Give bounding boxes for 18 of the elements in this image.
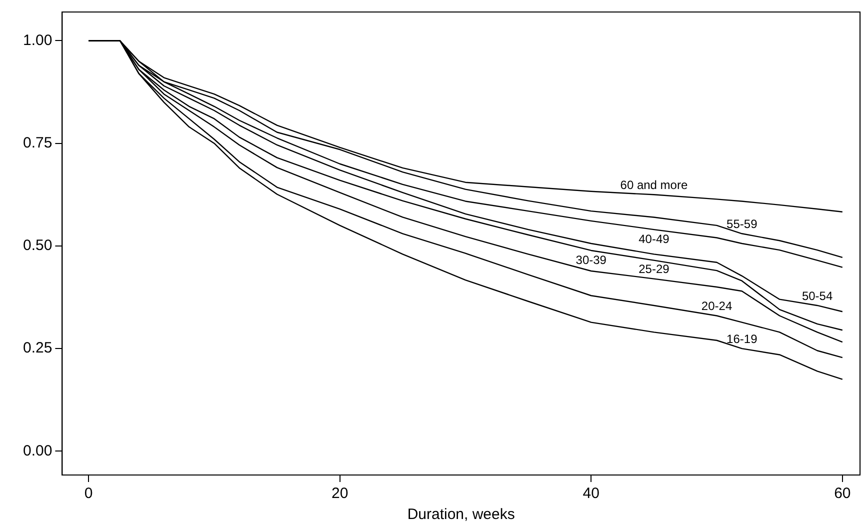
series-label: 16-19 [726, 332, 758, 346]
x-axis-title: Duration, weeks [407, 506, 515, 524]
series-label: 60 and more [620, 178, 688, 192]
x-tick-label: 40 [582, 485, 600, 502]
series-label: 40-49 [638, 232, 670, 246]
series-label: 25-29 [638, 262, 670, 276]
series-label: 30-39 [576, 252, 607, 267]
x-tick-label: 0 [84, 485, 93, 502]
y-tick-label: 0.50 [22, 237, 52, 254]
y-tick-label: 0.00 [22, 442, 52, 460]
y-tick-label: 1.00 [22, 32, 52, 49]
x-tick-label: 60 [834, 485, 851, 502]
y-tick-label: 0.25 [22, 340, 52, 357]
series-label: 50-54 [802, 288, 833, 303]
series-label: 20-24 [701, 299, 732, 314]
series-label: 55-59 [726, 216, 758, 231]
x-tick-label: 20 [332, 485, 348, 502]
y-tick-label: 0.75 [22, 134, 52, 152]
